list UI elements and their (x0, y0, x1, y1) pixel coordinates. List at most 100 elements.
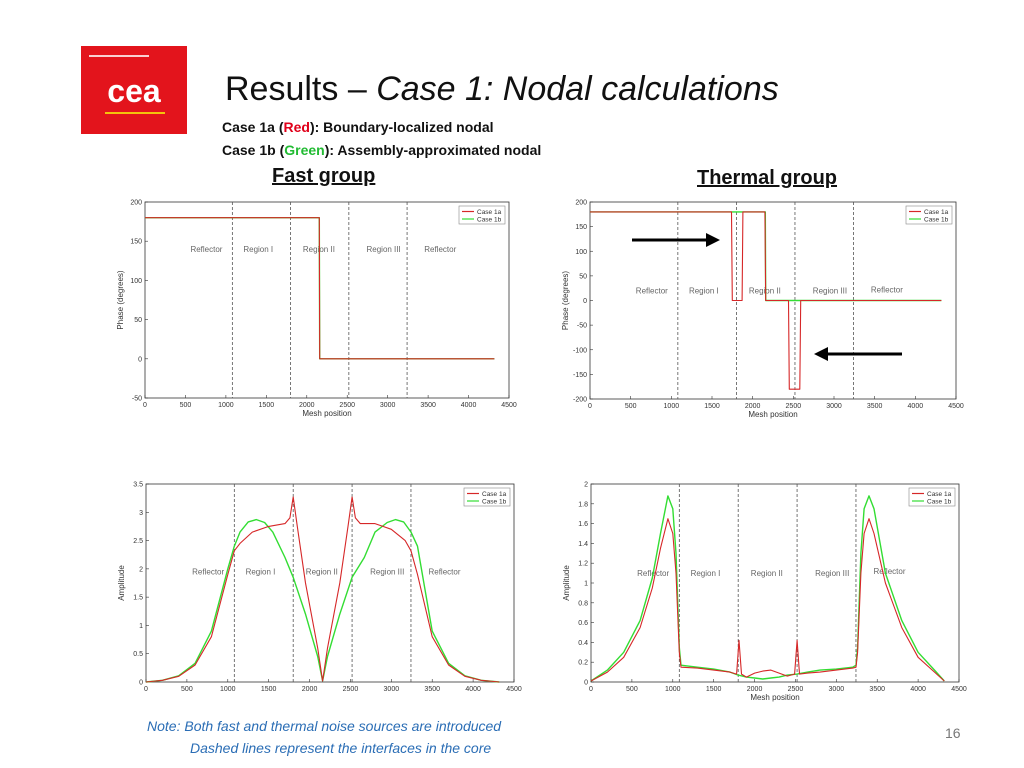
series-line-case-1b (590, 495, 945, 682)
y-tick-label: 0 (138, 356, 142, 363)
fast-phase-chart: 0 500 1000 1500 2000 2500 3000 3500 4000 4500-500… (116, 200, 517, 419)
x-tick-label: 4000 (465, 686, 481, 693)
fast-group-heading: Fast group (272, 165, 376, 187)
legend-entry: Case 1a (482, 491, 507, 498)
thermal-amplitude-chart: 0 500 1000 1500 2000 2500 3000 3500 4000 4500 0 0.2… (562, 482, 967, 703)
region-label: Reflector (636, 287, 668, 296)
x-tick-label: 0 (143, 402, 147, 409)
region-label: Region I (246, 568, 276, 577)
y-tick-label: 100 (130, 278, 142, 285)
x-tick-label: 3000 (380, 402, 396, 409)
x-tick-label: 4500 (506, 686, 522, 693)
x-tick-label: 2500 (788, 686, 804, 693)
x-tick-label: 4500 (948, 403, 964, 410)
case-1a-post: ): Boundary-localized nodal (309, 119, 494, 135)
x-tick-label: 1000 (664, 403, 680, 410)
fast-amplitude-chart: 0 500 1000 1500 2000 2500 3000 3500 4000 4500 0 0.5… (117, 482, 522, 694)
x-tick-label: 3000 (829, 686, 845, 693)
x-tick-label: 500 (180, 402, 192, 409)
x-tick-label: 3000 (384, 686, 400, 693)
region-label: Reflector (873, 567, 905, 576)
y-tick-label: 200 (130, 200, 142, 207)
thermal-phase-chart: 0 500 1000 1500 2000 2500 3000 3500 4000 4500-200… (561, 200, 964, 420)
legend-entry: Case 1b (482, 498, 507, 505)
y-tick-label: 150 (130, 239, 142, 246)
note-line-2: Dashed lines represent the interfaces in… (190, 740, 492, 756)
case-1b-pre: Case 1b ( (222, 142, 285, 158)
legend-entry: Case 1b (924, 216, 949, 223)
note-line-1: Note: Both fast and thermal noise source… (147, 718, 502, 734)
x-tick-label: 0 (144, 686, 148, 693)
y-tick-label: 2.5 (133, 538, 143, 545)
case-1b-line: Case 1b (Green): Assembly-approximated n… (222, 142, 541, 158)
x-tick-label: 1500 (259, 402, 275, 409)
y-tick-label: 200 (575, 200, 587, 207)
y-axis-label: Phase (degrees) (561, 271, 570, 330)
region-label: Region III (813, 287, 847, 296)
x-tick-label: 3500 (869, 686, 885, 693)
x-tick-label: 1000 (220, 686, 236, 693)
x-tick-label: 0 (588, 403, 592, 410)
series-line-case-1a (145, 496, 500, 683)
cea-logo: cea (81, 46, 187, 134)
left-arrow-icon (814, 347, 902, 361)
legend-entry: Case 1a (477, 209, 502, 216)
region-label: Region II (751, 569, 783, 578)
y-tick-label: 0.2 (578, 660, 588, 667)
region-label: Region III (815, 569, 849, 578)
x-tick-label: 1500 (704, 403, 720, 410)
y-tick-label: -200 (573, 397, 587, 404)
plot-area (144, 201, 510, 399)
region-label: Region I (689, 287, 719, 296)
thermal-group-heading: Thermal group (697, 167, 838, 189)
y-tick-label: 0 (139, 680, 143, 687)
y-tick-label: 1.5 (133, 595, 143, 602)
region-label: Region II (749, 287, 781, 296)
x-tick-label: 2500 (339, 402, 355, 409)
case-1b-color-word: Green (284, 142, 325, 158)
y-tick-label: -50 (132, 396, 142, 403)
y-tick-label: -50 (577, 323, 587, 330)
x-tick-label: 1500 (261, 686, 277, 693)
y-tick-label: 0.4 (578, 640, 588, 647)
plot-area (590, 483, 960, 683)
x-tick-label: 3000 (826, 403, 842, 410)
y-axis-label: Phase (degrees) (116, 270, 125, 329)
y-tick-label: 1.8 (578, 501, 588, 508)
right-arrow-icon (632, 233, 720, 247)
x-tick-label: 500 (626, 686, 638, 693)
x-tick-label: 500 (181, 686, 193, 693)
y-tick-label: 1.4 (578, 541, 588, 548)
legend-entry: Case 1b (927, 498, 952, 505)
y-tick-label: 0.6 (578, 620, 588, 627)
y-tick-label: 0 (584, 680, 588, 687)
case-1a-line: Case 1a (Red): Boundary-localized nodal (222, 119, 494, 135)
y-tick-label: 100 (575, 249, 587, 256)
region-label: Reflector (871, 286, 903, 295)
x-tick-label: 3500 (420, 402, 436, 409)
y-tick-label: 3.5 (133, 482, 143, 489)
logo-text: cea (107, 73, 161, 109)
legend-entry: Case 1b (477, 216, 502, 223)
x-tick-label: 4500 (951, 686, 967, 693)
slide-title: Results – Case 1: Nodal calculations (225, 70, 779, 109)
series-line-case-1a (590, 518, 945, 682)
x-tick-label: 3500 (867, 403, 883, 410)
title-main: Results – (225, 70, 377, 108)
legend-entry: Case 1a (924, 209, 949, 216)
y-tick-label: 0 (583, 298, 587, 305)
case-1a-pre: Case 1a ( (222, 119, 284, 135)
y-tick-label: 2 (584, 482, 588, 489)
x-tick-label: 4000 (908, 403, 924, 410)
x-tick-label: 4000 (461, 402, 477, 409)
x-tick-label: 2000 (302, 686, 318, 693)
x-tick-label: 500 (625, 403, 637, 410)
x-tick-label: 2500 (343, 686, 359, 693)
region-label: Region II (306, 568, 338, 577)
region-label: Reflector (424, 245, 456, 254)
y-tick-label: 1 (139, 623, 143, 630)
y-tick-label: 0.5 (133, 651, 143, 658)
x-tick-label: 0 (589, 686, 593, 693)
x-axis-label: Mesh position (750, 693, 799, 702)
y-tick-label: -100 (573, 347, 587, 354)
